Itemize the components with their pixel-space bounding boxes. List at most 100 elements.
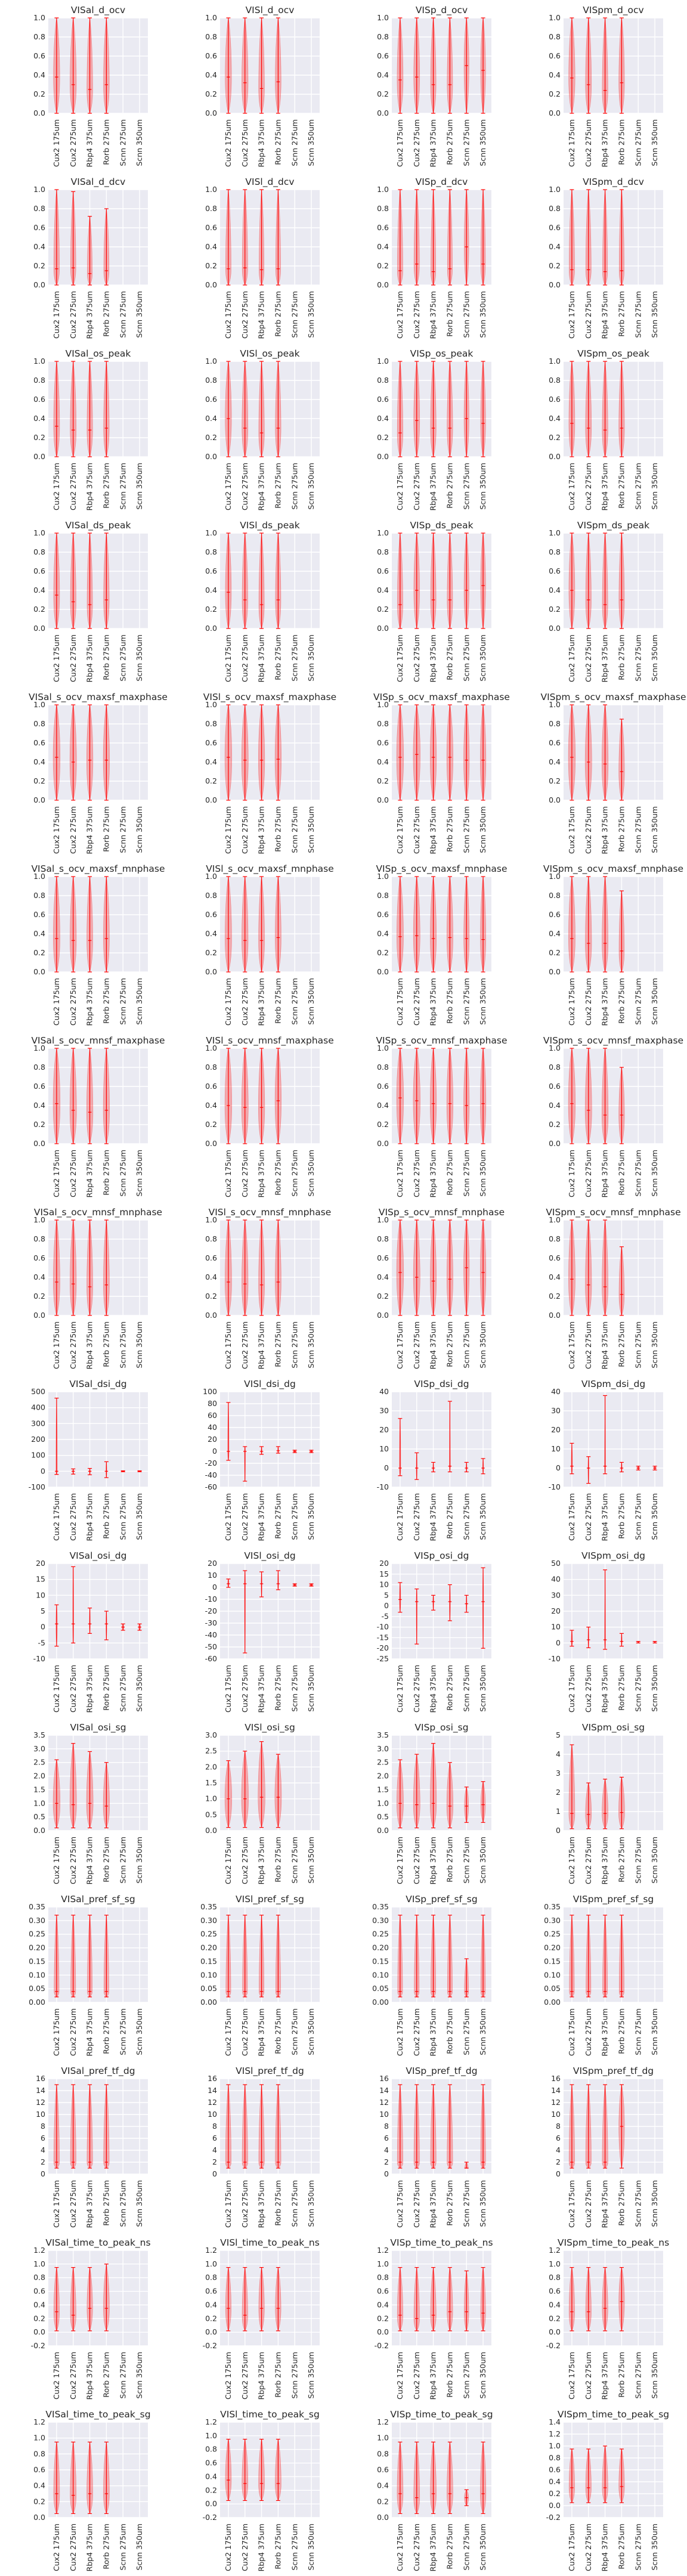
x-tick-label: Cux2 275um [584,1321,593,1369]
y-tick-label: 0.6 [33,223,45,232]
plot-background [220,2250,320,2346]
y-tick-label: 0.8 [33,204,45,213]
x-tick-label: Scnn 275um [633,806,642,853]
y-tick-label: 10 [208,1571,217,1580]
y-tick-label: 0.8 [33,2273,45,2282]
chart-title: VISl_time_to_peak_sg [220,2409,320,2420]
chart-panel: 0.0 0.2 0.4 0.6 0.8 1.0VISal_s_ocv_maxsf_maxp… [29,692,168,854]
x-tick-label: Cux2 275um [240,463,249,510]
x-tick-label: Rorb 275um [101,1665,110,1711]
x-tick-label: Rbp4 375um [257,1665,266,1713]
y-tick-label: 0.0 [549,2501,561,2510]
x-tick-label: Rbp4 375um [601,1837,609,1884]
x-tick-label: Rorb 275um [445,2008,454,2054]
chart-panel: -0.2 0.0 0.2 0.4 0.6 0.8 1.0 1.2VISpm_time_to_p… [546,2237,670,2399]
y-tick-label: 0.8 [549,2453,561,2462]
chart-panel: 0.0 0.2 0.4 0.6 0.8 1.0VISpm_s_ocv_maxsf_maxp… [540,692,686,854]
y-tick-label: 0.8 [377,719,389,728]
chart-panel: 0.00 0.05 0.10 0.15 0.20 0.25 0.30 0.35 VISpm_pr… [544,1894,663,2056]
y-tick-label: 0.00 [29,1998,45,2007]
chart-panel: -0.2 0.0 0.2 0.4 0.6 0.8 1.0 1.2VISl_time_to_pe… [203,2237,320,2399]
x-tick-label: Scnn 350um [307,806,315,853]
x-tick-label: Scnn 350um [650,2180,659,2227]
chart-panel: 0.0 0.2 0.4 0.6 0.8 1.0 VISal_d_ocv Cux2 175um C… [33,5,148,167]
x-tick-label: Rorb 275um [273,119,282,165]
x-tick-label: Cux2 275um [240,1837,249,1884]
y-tick-label: 0.4 [377,1101,389,1110]
y-tick-label: 1.0 [549,1044,561,1052]
x-tick-label: Scnn 350um [650,2008,659,2055]
y-tick-label: 1.0 [33,700,45,709]
x-tick-label: Cux2 275um [240,291,249,339]
x-tick-label: Scnn 350um [135,291,144,338]
y-tick-label: 0.6 [377,51,389,60]
y-tick-label: 0.6 [205,910,217,919]
y-tick-label: 0.0 [377,967,389,976]
x-tick-label: Scnn 275um [290,1665,299,1712]
y-tick-label: 0.4 [33,1272,45,1281]
x-tick-label: Scnn 350um [478,2180,487,2227]
x-tick-label: Cux2 175um [567,2352,576,2399]
x-tick-label: Scnn 275um [118,1321,127,1368]
plot-background [564,1392,663,1487]
y-tick-label: 1.5 [205,1778,217,1787]
y-tick-label: 2.0 [377,1772,389,1781]
y-tick-label: 12 [379,2098,389,2107]
y-tick-label: 0.0 [205,452,217,461]
y-tick-label: 0.8 [205,719,217,728]
y-tick-label: 0.6 [377,223,389,232]
y-tick-label: 0.4 [377,2300,389,2309]
x-tick-label: Cux2 175um [567,1321,576,1369]
x-tick-label: Cux2 175um [567,806,576,854]
y-tick-label: 20 [208,1435,217,1444]
x-tick-label: Scnn 275um [290,2352,299,2399]
x-tick-label: Rbp4 375um [429,1150,438,1197]
x-tick-label: Scnn 350um [135,1837,144,1884]
x-tick-label: Cux2 275um [69,291,78,339]
chart-panel: 0.00 0.05 0.10 0.15 0.20 0.25 0.30 0.35 VISp_pre… [372,1894,491,2056]
chart-title: VISpm_s_ocv_maxsf_mnphase [543,863,683,875]
y-tick-label: 0.0 [33,967,45,976]
x-tick-label: Scnn 275um [462,806,471,853]
chart-panel: 0.0 0.2 0.4 0.6 0.8 1.0VISal_s_ocv_mnsf_mnpha… [33,1207,162,1369]
y-tick-label: 0.0 [205,2327,217,2336]
x-tick-label: Scnn 350um [478,1665,487,1712]
y-tick-label: 1.0 [549,2441,561,2450]
x-tick-label: Scnn 275um [290,291,299,338]
x-tick-label: Rorb 275um [445,291,454,337]
x-tick-label: Cux2 175um [395,806,404,854]
y-tick-label: 0.0 [377,452,389,461]
x-tick-label: Scnn 275um [118,1837,127,1884]
x-tick-label: Scnn 350um [478,291,487,338]
y-tick-label: 30 [379,1406,389,1415]
y-tick-label: -0.2 [31,2341,45,2350]
x-tick-label: Rorb 275um [617,978,626,1024]
x-tick-label: Rorb 275um [273,2352,282,2398]
x-tick-label: Cux2 175um [395,1321,404,1369]
y-tick-label: -60 [205,1482,217,1491]
y-tick-label: 0.6 [205,1082,217,1091]
y-tick-label: -0.2 [203,2341,217,2350]
x-tick-label: Cux2 175um [395,2524,404,2571]
y-tick-label: 4 [556,1750,561,1758]
x-tick-label: Rbp4 375um [257,2352,266,2399]
y-tick-label: 0 [556,1638,561,1647]
x-tick-label: Cux2 275um [412,291,421,339]
x-tick-label: Cux2 175um [52,634,61,682]
x-tick-label: Scnn 275um [462,1493,471,1540]
x-tick-label: Rorb 275um [445,978,454,1024]
y-tick-label: -10 [377,1623,389,1631]
x-tick-label: Cux2 175um [395,1493,404,1541]
x-tick-label: Rbp4 375um [257,2524,266,2571]
x-tick-label: Rbp4 375um [429,291,438,339]
y-tick-label: 0.6 [33,1082,45,1091]
chart-title: VISl_s_ocv_maxsf_maxphase [203,692,336,703]
x-tick-label: Cux2 175um [52,1665,61,1713]
x-tick-label: Cux2 275um [240,1493,249,1541]
x-tick-label: Cux2 175um [567,978,576,1026]
x-tick-label: Cux2 275um [69,119,78,167]
y-tick-label: 0 [556,1463,561,1472]
y-tick-label: 0.0 [549,280,561,289]
y-tick-label: 50 [551,1559,561,1568]
y-tick-label: 0.15 [29,1956,45,1965]
